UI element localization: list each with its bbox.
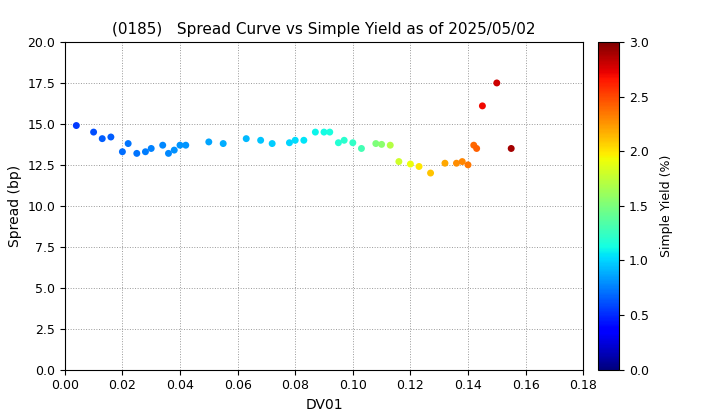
Point — [468, 142, 480, 149]
Point — [122, 140, 134, 147]
Point — [384, 142, 396, 149]
Point — [413, 163, 425, 170]
Point — [117, 148, 128, 155]
Point — [310, 129, 321, 135]
Point — [393, 158, 405, 165]
Point — [471, 145, 482, 152]
Point — [451, 160, 462, 167]
Point — [425, 170, 436, 176]
Point — [217, 140, 229, 147]
Point — [338, 137, 350, 144]
Point — [505, 145, 517, 152]
Point — [333, 139, 344, 146]
Point — [477, 102, 488, 109]
Point — [105, 134, 117, 140]
Point — [88, 129, 99, 135]
Point — [157, 142, 168, 149]
Point — [356, 145, 367, 152]
Point — [145, 145, 157, 152]
Point — [203, 139, 215, 145]
X-axis label: DV01: DV01 — [305, 398, 343, 412]
Y-axis label: Spread (bp): Spread (bp) — [8, 165, 22, 247]
Y-axis label: Simple Yield (%): Simple Yield (%) — [660, 155, 673, 257]
Point — [168, 147, 180, 153]
Point — [298, 137, 310, 144]
Point — [284, 139, 295, 146]
Point — [370, 140, 382, 147]
Point — [462, 161, 474, 168]
Point — [318, 129, 330, 135]
Point — [163, 150, 174, 157]
Point — [439, 160, 451, 167]
Point — [289, 137, 301, 144]
Point — [456, 158, 468, 165]
Point — [405, 161, 416, 168]
Point — [180, 142, 192, 149]
Point — [255, 137, 266, 144]
Point — [174, 142, 186, 149]
Point — [376, 141, 387, 148]
Point — [491, 79, 503, 86]
Point — [324, 129, 336, 135]
Point — [96, 135, 108, 142]
Point — [240, 135, 252, 142]
Title: (0185)   Spread Curve vs Simple Yield as of 2025/05/02: (0185) Spread Curve vs Simple Yield as o… — [112, 22, 536, 37]
Point — [347, 139, 359, 146]
Point — [131, 150, 143, 157]
Point — [71, 122, 82, 129]
Point — [140, 148, 151, 155]
Point — [266, 140, 278, 147]
